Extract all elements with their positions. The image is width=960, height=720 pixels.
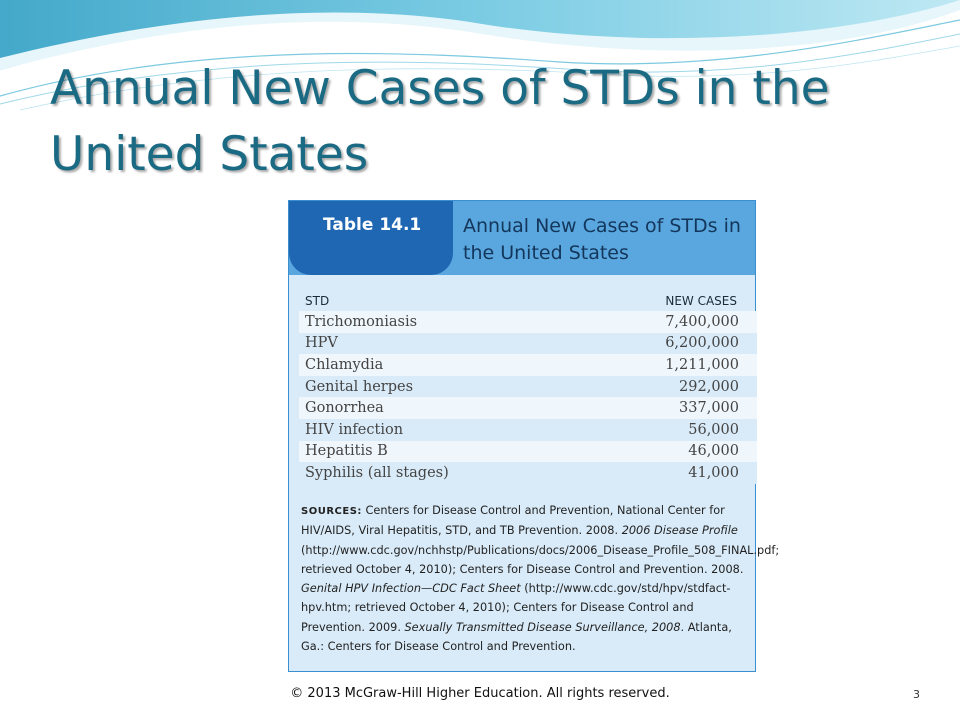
new-cases-value: 46,000: [688, 443, 739, 460]
decorative-wave-banner: [0, 0, 960, 111]
new-cases-value: 292,000: [679, 378, 739, 395]
table-row: Genital herpes 292,000: [299, 375, 757, 398]
std-name: Syphilis (all stages): [305, 464, 449, 481]
column-header-std: STD: [305, 294, 330, 308]
new-cases-value: 337,000: [679, 400, 739, 417]
slide-title: Annual New Cases of STDs in the United S…: [50, 61, 830, 182]
table-row: Gonorrhea 337,000: [299, 397, 757, 419]
std-name: Chlamydia: [305, 356, 384, 373]
sources-text: (http://www.cdc.gov/nchhstp/Publications…: [301, 543, 780, 576]
sources-text: (http://www.cdc.gov/std/hpv/stdfact-hpv.…: [301, 582, 731, 634]
std-name: Genital herpes: [305, 378, 414, 395]
table-row: Chlamydia 1,211,000: [299, 354, 757, 376]
sources-title-3: Sexually Transmitted Disease Surveillanc…: [404, 620, 681, 634]
table-number: Table 14.1: [323, 215, 422, 235]
sources-title-2: Genital HPV Infection—CDC Fact Sheet: [301, 582, 521, 596]
std-name: Trichomoniasis: [305, 313, 418, 330]
new-cases-value: 56,000: [688, 421, 739, 438]
table-row: Hepatitis B 46,000: [299, 440, 757, 463]
sources-title-1: 2006 Disease Profile: [621, 524, 738, 538]
std-name: HIV infection: [305, 421, 404, 438]
table-figure: Table 14.1 Annual New Cases of STDs in t…: [288, 200, 779, 672]
copyright-footer: © 2013 McGraw-Hill Higher Education. All…: [290, 686, 670, 701]
column-header-new-cases: NEW CASES: [665, 294, 737, 308]
page-number: 3: [913, 688, 920, 701]
std-name: HPV: [305, 335, 338, 352]
std-name: Hepatitis B: [305, 443, 388, 460]
table-row: Syphilis (all stages) 41,000: [299, 462, 757, 484]
new-cases-value: 41,000: [688, 464, 739, 481]
sources-text: . Atlanta, Ga.: Centers for Disease Cont…: [301, 620, 732, 654]
sources-label: SOURCES:: [301, 506, 362, 517]
new-cases-value: 1,211,000: [665, 356, 739, 373]
std-name: Gonorrhea: [305, 400, 384, 417]
new-cases-value: 6,200,000: [665, 335, 739, 352]
new-cases-value: 7,400,000: [665, 313, 739, 330]
sources-text: Centers for Disease Control and Preventi…: [301, 504, 725, 538]
table-row: Trichomoniasis 7,400,000: [299, 311, 757, 333]
table-caption: Annual New Cases of STDs in the United S…: [463, 215, 741, 264]
table-row: HIV infection 56,000: [299, 418, 757, 441]
sources-note: SOURCES: Centers for Disease Control and…: [301, 501, 779, 656]
table-row: HPV 6,200,000: [299, 332, 757, 355]
table-number-tab: [289, 201, 453, 275]
table-body: Trichomoniasis 7,400,000 HPV 6,200,000 Chl…: [299, 311, 757, 484]
